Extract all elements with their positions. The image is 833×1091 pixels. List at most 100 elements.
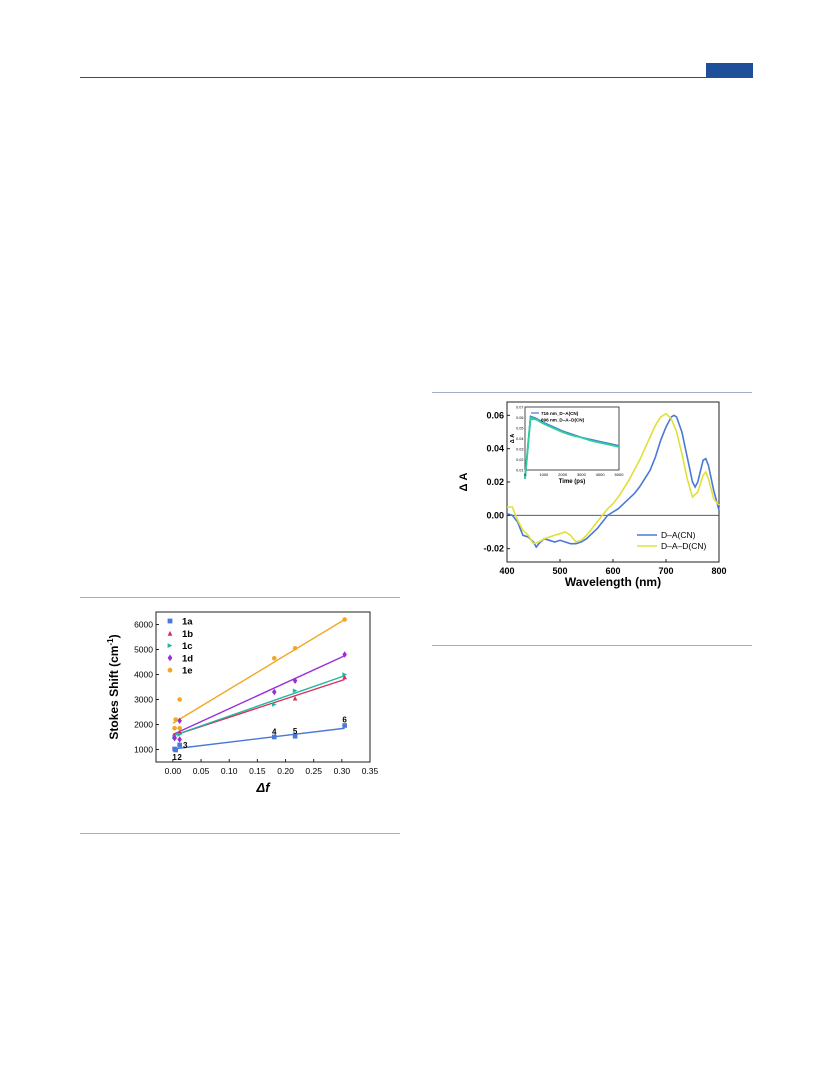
data-point-1d [271,688,277,696]
data-point-1e [342,617,347,622]
inset-y-tick-label: 0.03 [516,448,523,452]
x-tick-label: 800 [711,566,726,576]
legend-marker-1a [167,618,173,624]
y-axis-label: Stokes Shift (cm-1) [106,634,121,739]
point-annotation: 5 [293,727,298,736]
plot-frame [155,611,371,763]
point-annotation: 1 [172,753,177,762]
inset-x-tick-label: 3000 [577,472,587,477]
y-tick-label: 5000 [134,645,153,655]
data-point-1e [292,645,298,651]
series-line-D–A(CN) [506,414,720,549]
inset-x-tick-label: 2000 [558,472,568,477]
figure-left-bottom-rule [80,833,400,834]
x-tick-label: 0.10 [221,766,238,776]
data-point-1d [177,736,182,743]
data-point-1e [172,725,177,731]
inset-x-tick-label: 4000 [596,472,606,477]
x-tick-label: 700 [658,566,673,576]
inset-legend-label: 696 nm_D–A–D(CN) [541,417,585,422]
fit-line-1a [172,727,345,750]
x-tick-label: 0.30 [334,766,351,776]
point-annotation: 2 [177,753,182,762]
x-tick-label: 0.15 [249,766,266,776]
inset-y-tick-label: 0.02 [516,458,523,462]
data-point-1c [177,732,182,737]
legend-marker-1b [167,630,173,636]
data-point-1e [177,697,182,702]
legend-marker-1e [167,667,173,673]
fit-line-1c [172,675,345,737]
legend-label: D–A–D(CN) [661,541,707,551]
y-tick-label: 0.00 [486,510,504,520]
x-axis-label: Δf [255,780,271,795]
series-line-D–A–D(CN) [507,412,720,545]
data-point-1b [292,695,298,701]
header-rule [80,77,753,78]
y-tick-label: 6000 [134,620,153,630]
data-point-1a [271,734,277,740]
data-point-1a [342,723,347,728]
data-point-1b [342,674,347,680]
inset-x-tick-label: 1000 [539,472,549,477]
x-tick-label: 0.00 [165,766,182,776]
point-annotation: 6 [342,716,347,725]
x-tick-label: 400 [499,566,514,576]
inset-x-tick-label: 0 [524,472,527,477]
inset-frame [524,406,620,471]
inset-y-tick-label: 0.04 [516,437,523,441]
legend-label: D–A(CN) [661,530,696,540]
fit-line-1d [172,655,345,736]
x-tick-label: 0.35 [362,766,379,776]
y-tick-label: 0.04 [486,444,504,454]
legend-label: 1d [182,653,193,664]
point-annotation: 3 [183,741,188,750]
x-tick-label: 500 [552,566,567,576]
data-point-1a [292,733,298,739]
header-accent-tab [706,63,753,77]
inset-x-axis-label: Time (ps) [559,479,586,485]
data-point-1e [173,717,179,722]
legend-label: 1c [182,641,193,652]
transient-absorption-chart: 400 500 600 700 800 -0.02 0.00 0.02 0.04 0.06 D–… [458,401,727,589]
data-point-1c [271,702,277,707]
x-tick-label: 0.05 [193,766,210,776]
legend-label: 1b [182,629,193,640]
data-point-1c [342,672,347,677]
y-tick-label: 2000 [134,720,153,730]
stokes-shift-chart: 0.00 0.05 0.10 0.15 0.20 0.25 0.30 0.35 1000 200… [106,611,379,795]
y-tick-label: 1000 [134,745,153,755]
fit-line-1e [172,618,346,724]
data-point-1e [271,655,277,661]
point-annotation: 4 [272,728,277,737]
data-point-1c [292,688,298,694]
legend-marker-1c [167,643,173,648]
x-tick-label: 600 [605,566,620,576]
inset-series-line [524,415,620,479]
y-axis-label: Δ A [458,472,470,491]
data-point-1e [177,725,182,731]
y-tick-label: 0.02 [486,477,504,487]
inset-legend-label: 716 nm_D–A(CN) [541,411,579,416]
data-point-1a [173,747,179,753]
inset-x-tick-label: 5000 [615,472,625,477]
x-tick-label: 0.20 [277,766,294,776]
inset-y-tick-label: 0.01 [516,469,523,473]
figure-left-top-rule [80,597,400,598]
inset-y-tick-label: 0.05 [516,427,523,431]
x-tick-label: 0.25 [305,766,322,776]
legend-label: 1e [182,666,193,677]
figure-right-top-rule [432,392,752,393]
data-point-1a [177,742,182,748]
x-axis-label: Wavelength (nm) [565,575,661,589]
y-tick-label: -0.02 [483,544,504,554]
figure-right-bottom-rule [432,645,752,646]
y-tick-label: 3000 [134,695,153,705]
inset-y-tick-label: 0.06 [516,416,523,420]
legend-marker-1d [167,654,173,662]
y-tick-label: 0.06 [486,410,504,420]
y-tick-label: 4000 [134,670,153,680]
inset-y-tick-label: 0.07 [516,406,523,410]
inset-y-axis-label: Δ A [510,434,516,443]
legend-label: 1a [182,617,193,628]
